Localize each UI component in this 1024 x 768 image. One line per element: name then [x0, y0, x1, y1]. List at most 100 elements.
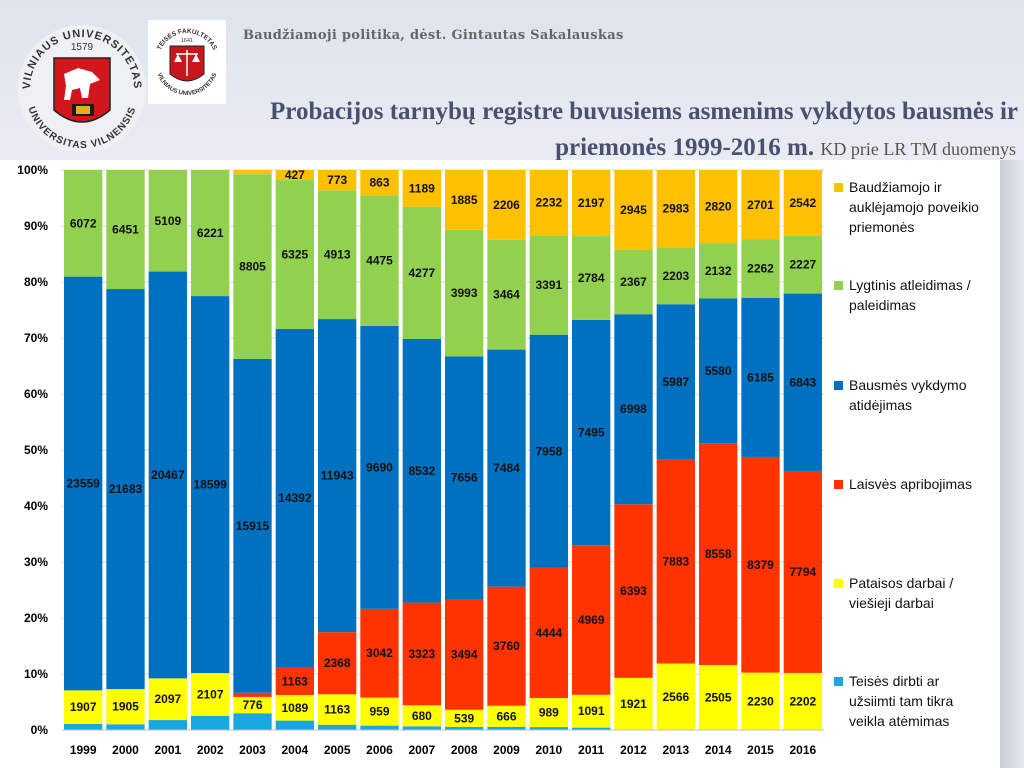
x-tick-label: 2009 [493, 743, 520, 757]
data-label: 2820 [705, 200, 732, 214]
data-label: 2367 [620, 275, 647, 289]
data-label: 2262 [747, 262, 774, 276]
bar-segment [148, 720, 187, 730]
data-label: 8558 [705, 547, 732, 561]
bar-segment [783, 293, 822, 471]
x-tick-label: 2010 [535, 743, 562, 757]
y-tick-label: 40% [24, 499, 48, 513]
bar-segment [529, 567, 568, 699]
data-label: 863 [369, 176, 389, 190]
data-label: 2132 [705, 264, 732, 278]
bar-segment [360, 195, 399, 326]
legend-label: Bausmės vykdymo [849, 377, 967, 393]
bar-segment [572, 319, 611, 546]
y-tick-label: 10% [24, 667, 48, 681]
bar-segment [233, 692, 272, 697]
data-label: 6843 [789, 375, 816, 389]
slide-edge [1000, 160, 1024, 768]
university-logo: VILNIAUS UNIVERSITETAS UNIVERSITAS VILNE… [18, 25, 146, 153]
data-label: 3391 [535, 278, 562, 292]
bar-segment [487, 586, 526, 706]
bar-segment [233, 170, 272, 175]
data-label: 23559 [66, 476, 100, 490]
bar-segment [360, 325, 399, 609]
data-label: 776 [242, 698, 262, 712]
data-label: 2197 [578, 196, 605, 210]
data-label: 8379 [747, 558, 774, 572]
x-tick-label: 2014 [705, 743, 732, 757]
data-label: 7484 [493, 461, 520, 475]
x-tick-label: 2007 [408, 743, 435, 757]
bar-segment [614, 170, 653, 250]
legend-label: Teisės dirbti ar [849, 673, 940, 689]
bar-segment [614, 249, 653, 315]
legend-label: auklėjamojo poveikio [849, 199, 979, 215]
bar-segment [614, 314, 653, 505]
legend-label: Pataisos darbai / [849, 575, 953, 591]
data-label: 2097 [154, 692, 181, 706]
legend-label: paleidimas [849, 297, 916, 313]
bar-segment [656, 459, 695, 664]
bar-segment [233, 696, 272, 714]
title-source: KD prie LR TM duomenys [820, 139, 1016, 159]
bar-segment [402, 726, 441, 730]
bar-segment [318, 190, 357, 320]
legend-swatch [834, 183, 843, 192]
data-label: 2368 [324, 656, 351, 670]
bar-segment [106, 170, 145, 290]
bar-segment [275, 720, 314, 730]
title-years: priemonės 1999-2016 m. [555, 134, 815, 161]
data-label: 2505 [705, 691, 732, 705]
data-label: 4475 [366, 254, 393, 268]
bar-segment [529, 235, 568, 335]
bar-segment [148, 170, 187, 272]
data-label: 7495 [578, 426, 605, 440]
bar-segment [191, 673, 230, 716]
bar-segment [445, 709, 484, 727]
data-label: 2230 [747, 694, 774, 708]
faculty-year: 1641 [181, 38, 193, 44]
bar-segment [318, 632, 357, 695]
data-label: 8805 [239, 260, 266, 274]
y-tick-label: 50% [24, 443, 48, 457]
course-label: Baudžiamoji politika, dėst. Gintautas Sa… [243, 28, 624, 43]
data-label: 4913 [324, 248, 351, 262]
slide-title-line2: priemonės 1999-2016 m. KD prie LR TM duo… [150, 134, 1016, 162]
data-label: 2202 [789, 694, 816, 708]
bar-segment [191, 296, 230, 674]
bar-segment [106, 724, 145, 730]
bar-segment [699, 298, 738, 444]
data-label: 6393 [620, 584, 647, 598]
data-label: 15915 [236, 519, 270, 533]
data-label: 2784 [578, 271, 605, 285]
bar-segment [445, 356, 484, 599]
x-tick-label: 2011 [578, 743, 604, 757]
data-label: 7883 [662, 554, 689, 568]
bar-segment [233, 713, 272, 730]
bar-segment [402, 338, 441, 603]
bar-segment [572, 727, 611, 730]
bar-segment [318, 724, 357, 730]
data-label: 3760 [493, 639, 520, 653]
x-tick-label: 2002 [197, 743, 224, 757]
data-label: 1905 [112, 700, 139, 714]
x-tick-label: 1999 [70, 743, 97, 757]
data-label: 1921 [620, 697, 647, 711]
data-label: 539 [454, 711, 474, 725]
data-label: 3323 [408, 647, 435, 661]
data-label: 6451 [112, 223, 139, 237]
y-tick-label: 90% [24, 219, 48, 233]
bar-segment [783, 170, 822, 236]
bar-segment [741, 297, 780, 457]
bar-segment [614, 677, 653, 730]
data-label: 6325 [281, 247, 308, 261]
data-label: 4969 [578, 613, 605, 627]
bar-segment [487, 239, 526, 350]
bar-segment [191, 170, 230, 297]
data-label: 6998 [620, 402, 647, 416]
data-label: 6072 [70, 216, 97, 230]
bar-segment [487, 705, 526, 727]
x-tick-label: 2012 [620, 743, 647, 757]
data-label: 6185 [747, 370, 774, 384]
